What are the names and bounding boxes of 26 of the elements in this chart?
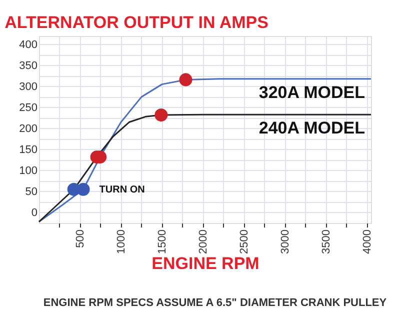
series-label: 320A MODEL <box>258 82 365 102</box>
point <box>154 108 168 122</box>
y-tick-label: 0 <box>31 206 38 219</box>
x-tick-label: 1000 <box>115 230 128 254</box>
x-tick-label: 1500 <box>156 230 168 254</box>
x-tick-label: 500 <box>74 230 86 248</box>
point <box>76 182 90 196</box>
y-tick-label: 350 <box>19 60 38 72</box>
y-tick-label: 100 <box>19 164 38 177</box>
y-tick-label: 300 <box>19 80 38 93</box>
x-tick-label: 3500 <box>320 230 332 254</box>
chart-title: ALTERNATOR OUTPUT IN AMPS <box>4 13 268 32</box>
x-tick-label: 4000 <box>361 230 374 254</box>
y-tick-label: 200 <box>19 122 38 135</box>
x-tick-label: 2500 <box>238 230 250 254</box>
series-label: 240A MODEL <box>258 118 365 138</box>
y-tick-label: 250 <box>19 102 38 114</box>
x-axis-title: ENGINE RPM <box>152 254 260 273</box>
annotation: TURN ON <box>99 184 145 196</box>
x-tick-label: 2000 <box>197 230 210 254</box>
y-tick-label: 50 <box>25 186 38 198</box>
point <box>179 73 192 86</box>
x-tick-label: 3000 <box>279 230 292 254</box>
y-tick-label: 150 <box>19 144 38 156</box>
y-tick-label: 400 <box>19 38 38 51</box>
text: ENGINE RPM SPECS ASSUME A 6.5" DIAMETER CRANK PULLEY <box>43 297 388 309</box>
